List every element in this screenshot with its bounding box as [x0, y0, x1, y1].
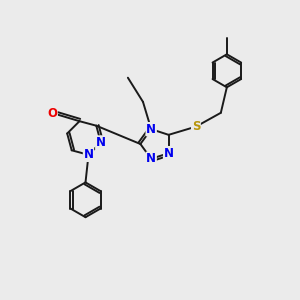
Text: N: N — [164, 147, 174, 160]
Text: N: N — [146, 152, 156, 165]
Text: N: N — [96, 136, 106, 149]
Text: N: N — [146, 123, 156, 136]
Text: S: S — [192, 120, 200, 133]
Text: N: N — [83, 148, 94, 161]
Text: O: O — [47, 106, 57, 119]
